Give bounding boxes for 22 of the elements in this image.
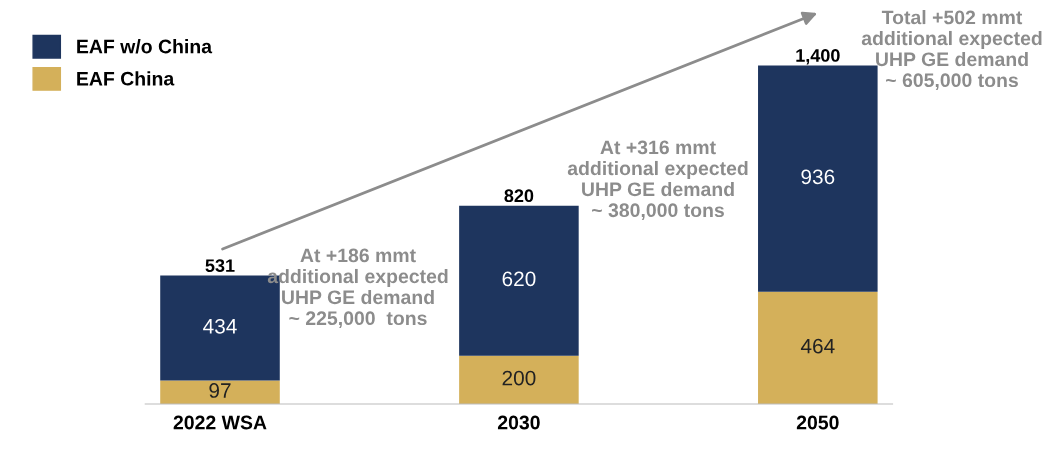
x-tick-label: 2030	[497, 415, 540, 430]
annotation: At +186 mmt additional expected UHP GE demand ~ 225,000 tons	[267, 248, 448, 328]
data-label: 97	[209, 383, 231, 398]
bar	[758, 65, 878, 292]
total-label: 820	[504, 189, 534, 203]
bar	[459, 205, 579, 356]
total-label: 1,400	[796, 49, 840, 65]
bar	[459, 355, 579, 404]
data-label: 464	[800, 338, 835, 354]
legend-label: EAF w/o China	[77, 39, 213, 54]
data-label: 200	[502, 370, 536, 386]
data-label: 936	[801, 169, 835, 185]
x-tick-label: 2022 WSA	[173, 415, 267, 430]
annotation: Total +502 mmt additional expected UHP GE demand ~ 605,000 tons	[861, 10, 1042, 90]
annotation: At +316 mmt additional expected UHP GE demand ~ 380,000 tons	[567, 140, 748, 220]
legend-label: EAF China	[77, 71, 175, 86]
x-tick-label: 2050	[796, 415, 839, 430]
data-label: 620	[502, 271, 536, 287]
data-label: 434	[203, 318, 237, 334]
bar	[758, 291, 878, 404]
total-label: 531	[205, 259, 235, 273]
bar	[160, 380, 280, 404]
